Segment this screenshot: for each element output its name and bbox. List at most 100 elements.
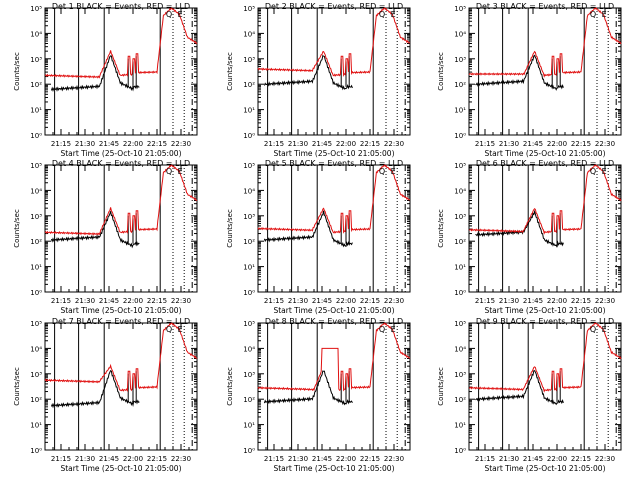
y-tick-label: 10² [243, 81, 255, 89]
x-tick-label: 21:45 [523, 297, 543, 305]
y-tick-label: 10¹ [243, 264, 255, 272]
marker-q: Q [166, 325, 172, 334]
marker-e: E [178, 167, 183, 176]
events-series-line [50, 211, 140, 249]
y-tick-label: 10⁵ [454, 320, 466, 328]
x-tick-label: 21:30 [75, 297, 95, 305]
y-tick-label: 10² [243, 238, 255, 246]
marker-e: E [178, 10, 183, 19]
panel-8: 10⁰ 10¹ 10² 10³ 10⁴ 10⁵ 21:15 21:30 21:45 22:00 22… [226, 317, 411, 473]
marker-q: Q [379, 167, 385, 176]
y-tick-label: 10⁴ [30, 345, 42, 353]
marker-e: E [391, 10, 396, 19]
y-tick-label: 10⁵ [30, 5, 42, 13]
x-axis-label: Start Time (25-Oct-10 21:05:00) [60, 464, 181, 473]
x-tick-label: 22:00 [123, 297, 143, 305]
y-tick-label: 10⁰ [454, 447, 466, 455]
x-tick-label: 21:30 [499, 455, 519, 463]
y-tick-label: 10⁴ [243, 345, 255, 353]
x-tick-label: 22:15 [571, 455, 591, 463]
y-tick-label: 10⁰ [243, 132, 255, 140]
lld-series-line [257, 7, 411, 77]
x-tick-label: 21:45 [99, 455, 119, 463]
y-tick-label: 10¹ [30, 107, 42, 115]
x-tick-label: 22:15 [571, 140, 591, 148]
x-tick-label: 21:15 [264, 455, 284, 463]
x-tick-label: 21:30 [499, 140, 519, 148]
x-axis-label: Start Time (25-Oct-10 21:05:00) [60, 306, 181, 315]
y-tick-label: 10² [243, 396, 255, 404]
marker-q: Q [590, 10, 596, 19]
panel-6: 10⁰ 10¹ 10² 10³ 10⁴ 10⁵ 21:15 21:30 21:45 22:00 22… [437, 159, 622, 315]
y-tick-label: 10¹ [454, 264, 466, 272]
x-tick-label: 21:30 [499, 297, 519, 305]
x-tick-label: 21:30 [75, 455, 95, 463]
events-series-line [50, 55, 140, 92]
x-tick-label: 22:15 [571, 297, 591, 305]
x-tick-label: 22:30 [384, 297, 404, 305]
x-tick-label: 22:15 [360, 455, 380, 463]
marker-e: E [178, 325, 183, 334]
plot-frame [44, 7, 198, 136]
x-tick-label: 22:30 [171, 455, 191, 463]
panel-3: 10⁰ 10¹ 10² 10³ 10⁴ 10⁵ 21:15 21:30 21:45 22:00 22… [437, 2, 622, 158]
y-tick-label: 10³ [30, 56, 42, 64]
y-tick-label: 10¹ [30, 422, 42, 430]
panel-title: Det 6 BLACK = Events, RED = LLD [476, 159, 614, 168]
x-tick-label: 21:15 [264, 140, 284, 148]
y-tick-label: 10⁰ [243, 289, 255, 297]
y-axis-label: Counts/sec [13, 209, 21, 248]
marker-e: E [391, 167, 396, 176]
lld-series-line [44, 7, 198, 79]
x-tick-label: 22:00 [336, 140, 356, 148]
x-axis-label: Start Time (25-Oct-10 21:05:00) [484, 149, 605, 158]
x-tick-label: 22:15 [147, 297, 167, 305]
y-tick-label: 10⁴ [454, 187, 466, 195]
panel-title: Det 3 BLACK = Events, RED = LLD [476, 2, 614, 11]
x-tick-label: 21:15 [475, 455, 495, 463]
x-axis-label: Start Time (25-Oct-10 21:05:00) [273, 149, 394, 158]
events-series-line [475, 209, 564, 248]
x-tick-label: 21:15 [475, 297, 495, 305]
x-tick-label: 21:15 [51, 140, 71, 148]
y-tick-label: 10² [454, 238, 466, 246]
x-tick-label: 21:45 [523, 140, 543, 148]
lld-series-line [469, 322, 622, 393]
y-axis-label: Counts/sec [226, 209, 234, 248]
y-tick-label: 10² [30, 81, 42, 89]
x-tick-label: 22:30 [595, 455, 615, 463]
y-tick-label: 10⁰ [454, 289, 466, 297]
x-tick-label: 22:00 [547, 297, 567, 305]
panel-7: 10⁰ 10¹ 10² 10³ 10⁴ 10⁵ 21:15 21:30 21:45 22:00 22… [13, 317, 198, 473]
y-tick-label: 10⁵ [454, 5, 466, 13]
x-tick-label: 22:00 [336, 455, 356, 463]
x-tick-label: 21:15 [475, 140, 495, 148]
marker-e: E [602, 325, 607, 334]
plot-frame [468, 7, 622, 136]
plot-frame [257, 322, 411, 451]
y-tick-label: 10¹ [454, 422, 466, 430]
marker-q: Q [590, 167, 596, 176]
y-tick-label: 10⁴ [30, 187, 42, 195]
marker-q: Q [379, 325, 385, 334]
marker-q: Q [590, 325, 596, 334]
panel-1: 10⁰ 10¹ 10² 10³ 10⁴ 10⁵ 21:15 21:30 21:45 22:00 22… [13, 2, 198, 158]
events-series-line [475, 54, 564, 91]
x-tick-label: 22:30 [384, 140, 404, 148]
y-tick-label: 10⁰ [243, 447, 255, 455]
panel-title: Det 2 BLACK = Events, RED = LLD [265, 2, 403, 11]
y-tick-label: 10² [30, 238, 42, 246]
marker-q: Q [166, 10, 172, 19]
y-axis-label: Counts/sec [437, 367, 445, 406]
panel-5: 10⁰ 10¹ 10² 10³ 10⁴ 10⁵ 21:15 21:30 21:45 22:00 22… [226, 159, 411, 315]
lld-series-line [44, 322, 198, 393]
y-tick-label: 10⁰ [30, 132, 42, 140]
y-tick-label: 10¹ [454, 107, 466, 115]
x-tick-label: 22:00 [123, 140, 143, 148]
events-series-line [475, 370, 564, 406]
x-tick-label: 22:00 [547, 455, 567, 463]
plot-frame [468, 322, 622, 451]
panel-9: 10⁰ 10¹ 10² 10³ 10⁴ 10⁵ 21:15 21:30 21:45 22:00 22… [437, 317, 622, 473]
panel-2: 10⁰ 10¹ 10² 10³ 10⁴ 10⁵ 21:15 21:30 21:45 22:00 22… [226, 2, 411, 158]
y-tick-label: 10¹ [243, 107, 255, 115]
